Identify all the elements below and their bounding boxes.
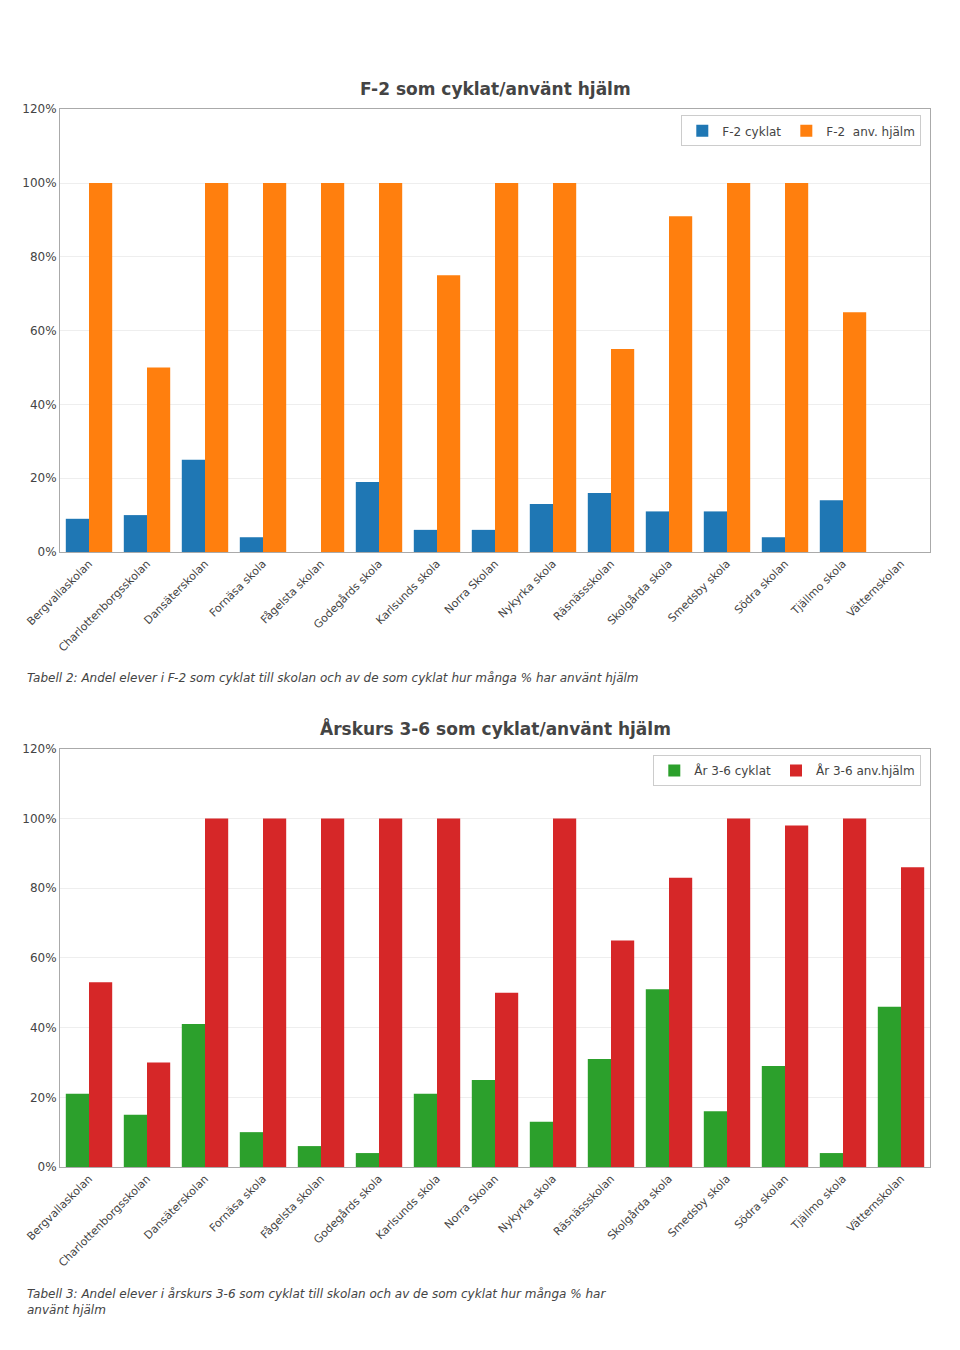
svg-text:Skolgårda skola: Skolgårda skola	[605, 1173, 675, 1243]
svg-text:Södra skolan: Södra skolan	[732, 1173, 791, 1232]
svg-text:F-2 cyklat: F-2 cyklat	[722, 125, 781, 139]
svg-text:Årskurs 3-6 som cyklat/använt: Årskurs 3-6 som cyklat/använt hjälm	[320, 717, 671, 739]
svg-text:Räsnässskolan: Räsnässskolan	[551, 558, 617, 624]
svg-text:0%: 0%	[38, 1160, 57, 1174]
svg-text:120%: 120%	[22, 742, 56, 756]
svg-text:Norra Skolan: Norra Skolan	[442, 1173, 501, 1232]
svg-text:60%: 60%	[30, 324, 57, 338]
svg-text:F-2 anv. hjälm: F-2 anv. hjälm	[826, 125, 915, 139]
svg-text:Nykyrka skola: Nykyrka skola	[496, 558, 559, 621]
svg-text:Bergvallaskolan: Bergvallaskolan	[24, 557, 95, 628]
svg-text:120%: 120%	[22, 102, 56, 116]
svg-text:Norra Skolan: Norra Skolan	[442, 558, 501, 617]
svg-text:80%: 80%	[30, 881, 57, 895]
svg-text:Vätternskolan: Vätternskolan	[845, 1173, 907, 1235]
svg-text:År 3-6 anv.hjälm: År 3-6 anv.hjälm	[816, 763, 915, 778]
svg-text:Godegårds skola: Godegårds skola	[311, 1173, 385, 1247]
svg-text:Fornäsa skola: Fornäsa skola	[207, 1173, 269, 1235]
svg-text:Vätternskolan: Vätternskolan	[845, 558, 907, 620]
svg-text:60%: 60%	[30, 951, 57, 965]
svg-text:Nykyrka skola: Nykyrka skola	[496, 1173, 559, 1236]
svg-text:Tabell 3: Andel elever i årsku: Tabell 3: Andel elever i årskurs 3-6 som…	[27, 1287, 606, 1317]
svg-text:Dansäterskolan: Dansäterskolan	[141, 1173, 211, 1243]
svg-text:20%: 20%	[30, 471, 57, 485]
svg-text:Fornäsa skola: Fornäsa skola	[207, 558, 269, 620]
svg-text:Bergvallaskolan: Bergvallaskolan	[24, 1172, 95, 1243]
svg-text:100%: 100%	[22, 812, 56, 826]
svg-text:Fågelsta skolan: Fågelsta skolan	[258, 1173, 327, 1242]
svg-text:Skolgårda skola: Skolgårda skola	[605, 558, 675, 628]
svg-text:0%: 0%	[38, 545, 57, 559]
svg-text:Södra skolan: Södra skolan	[732, 558, 791, 617]
svg-text:40%: 40%	[30, 1021, 57, 1035]
svg-text:80%: 80%	[30, 250, 57, 264]
svg-text:Charlottenborgsskolan: Charlottenborgsskolan	[56, 557, 153, 654]
svg-text:Tjällmo skola: Tjällmo skola	[788, 1173, 849, 1234]
svg-text:Smedsby skola: Smedsby skola	[666, 558, 733, 625]
svg-text:Fågelsta skolan: Fågelsta skolan	[258, 558, 327, 627]
svg-text:Karlsunds skola: Karlsunds skola	[373, 558, 443, 628]
svg-text:Godegårds skola: Godegårds skola	[311, 558, 385, 632]
svg-text:År 3-6 cyklat: År 3-6 cyklat	[694, 763, 771, 778]
svg-text:Räsnässskolan: Räsnässskolan	[551, 1173, 617, 1239]
svg-text:40%: 40%	[30, 398, 57, 412]
svg-text:20%: 20%	[30, 1091, 57, 1105]
svg-text:Charlottenborgsskolan: Charlottenborgsskolan	[56, 1172, 153, 1269]
svg-text:F-2 som cyklat/använt hjälm: F-2 som cyklat/använt hjälm	[360, 79, 631, 99]
svg-text:100%: 100%	[22, 176, 56, 190]
svg-text:Smedsby skola: Smedsby skola	[666, 1173, 733, 1240]
svg-text:Tabell 2: Andel elever i F-2 s: Tabell 2: Andel elever i F-2 som cyklat …	[27, 671, 639, 685]
svg-text:Dansäterskolan: Dansäterskolan	[141, 558, 211, 628]
svg-text:Tjällmo skola: Tjällmo skola	[788, 558, 849, 619]
svg-text:Karlsunds skola: Karlsunds skola	[373, 1173, 443, 1243]
